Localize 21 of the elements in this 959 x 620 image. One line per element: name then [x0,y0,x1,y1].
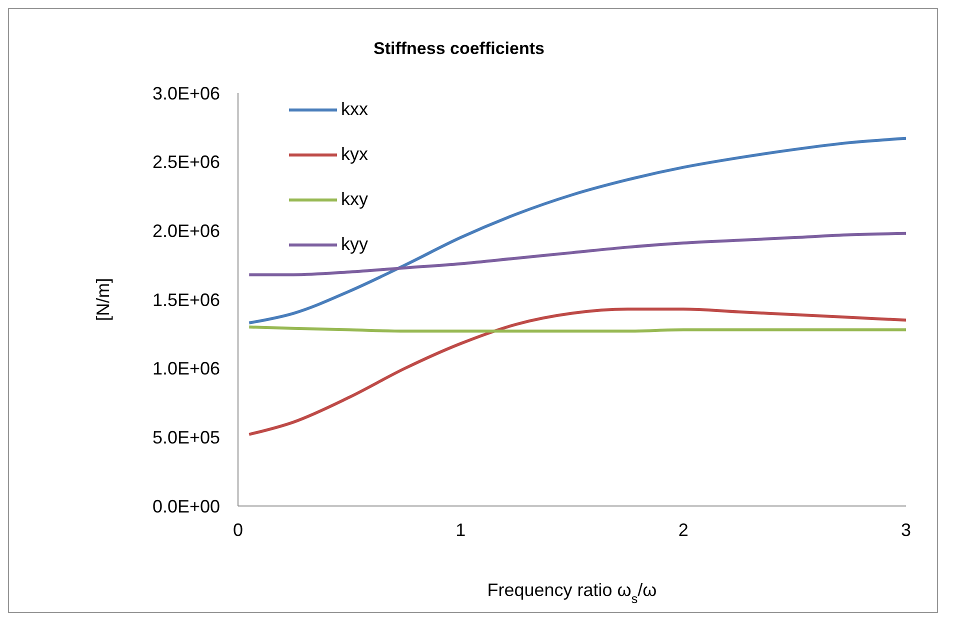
x-tick-label: 2 [678,520,688,540]
line-series [248,136,906,324]
line-series [248,232,906,276]
y-tick-label: 1.0E+06 [152,358,220,379]
y-tick-label: 2.5E+06 [152,152,220,172]
legend-label: kxx [341,99,368,120]
x-axis-title: Frequency ratio ω$_{s}$/ω [487,580,657,606]
y-axis-title: [N/m] [93,278,113,321]
y-tick-label: 2.0E+06 [152,221,220,242]
y-tick-label: 1.5E+06 [152,290,220,310]
x-tick-label: 0 [232,520,244,540]
line-series [248,308,906,436]
legend-label: kyy [341,234,368,255]
y-tick-label: 3.0E+06 [152,83,220,104]
y-tick-label: 5.0E+05 [152,428,220,448]
x-tick-label: 1 [456,520,466,540]
chart-title: Stiffness coefficients [372,39,546,59]
legend-label: kxy [341,189,368,210]
x-tick-label: 3 [900,520,912,540]
legend-label: kyx [341,144,368,165]
y-tick-label: 0.0E+00 [152,496,220,516]
